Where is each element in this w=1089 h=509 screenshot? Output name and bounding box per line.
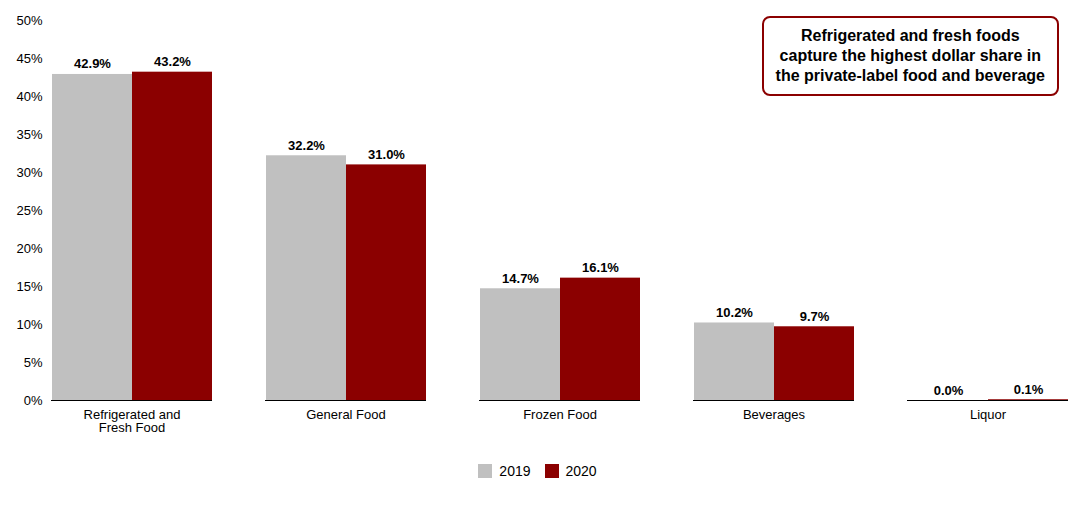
svg-text:35%: 35%: [16, 127, 42, 142]
svg-text:10%: 10%: [16, 317, 42, 332]
svg-text:0%: 0%: [24, 393, 43, 408]
svg-text:20%: 20%: [16, 241, 42, 256]
html-text:2019: 2019: [499, 462, 531, 479]
svg-text:32.2%: 32.2%: [288, 138, 325, 153]
svg-text:31.0%: 31.0%: [368, 147, 405, 162]
svg-text:50%: 50%: [16, 13, 42, 28]
svg-text:30%: 30%: [16, 165, 42, 180]
svg-text:14.7%: 14.7%: [502, 271, 539, 286]
svg-text:15%: 15%: [16, 279, 42, 294]
svg-text:42.9%: 42.9%: [74, 56, 111, 71]
svg-text:45%: 45%: [16, 51, 42, 66]
svg-text:0.1%: 0.1%: [1014, 382, 1044, 397]
svg-text:Refrigerated andFresh Food: Refrigerated andFresh Food: [84, 407, 181, 435]
html-text:Refrigerated and fresh foods c: Refrigerated and fresh foods capture the…: [775, 27, 1045, 84]
svg-text:Beverages: Beverages: [743, 407, 806, 422]
svg-text:25%: 25%: [16, 203, 42, 218]
svg-text:0.0%: 0.0%: [934, 383, 964, 398]
svg-text:9.7%: 9.7%: [800, 309, 830, 324]
svg-text:5%: 5%: [24, 355, 43, 370]
svg-text:Frozen Food: Frozen Food: [523, 407, 597, 422]
svg-text:16.1%: 16.1%: [582, 260, 619, 275]
svg-text:40%: 40%: [16, 89, 42, 104]
svg-text:43.2%: 43.2%: [154, 54, 191, 69]
html-text:2020: 2020: [565, 462, 597, 479]
svg-text:General Food: General Food: [306, 407, 386, 422]
svg-text:Liquor: Liquor: [970, 407, 1007, 422]
svg-text:10.2%: 10.2%: [716, 305, 753, 320]
